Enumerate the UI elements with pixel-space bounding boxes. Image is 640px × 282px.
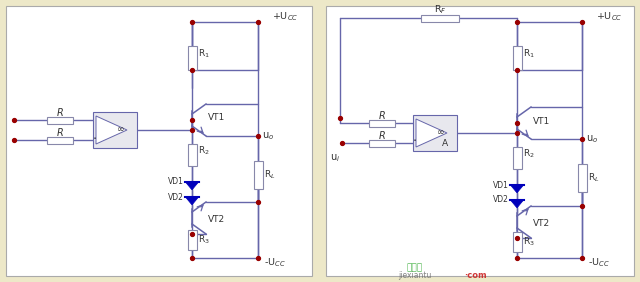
Bar xyxy=(47,116,73,124)
Text: R$_1$: R$_1$ xyxy=(198,48,210,60)
Text: R$_L$: R$_L$ xyxy=(264,169,275,181)
Text: R: R xyxy=(379,111,385,121)
Bar xyxy=(421,14,459,21)
Text: u$_i$: u$_i$ xyxy=(330,152,340,164)
Text: $\infty$: $\infty$ xyxy=(116,124,124,133)
Text: 接线图: 接线图 xyxy=(407,263,423,272)
Text: R$_3$: R$_3$ xyxy=(198,234,210,246)
Text: jiexiantu: jiexiantu xyxy=(398,272,432,281)
Text: $\infty$: $\infty$ xyxy=(436,127,444,136)
Polygon shape xyxy=(185,197,199,205)
Polygon shape xyxy=(510,184,524,193)
Text: -U$_{CC}$: -U$_{CC}$ xyxy=(588,257,610,269)
Text: VD2: VD2 xyxy=(168,193,184,202)
Text: ·com: ·com xyxy=(464,272,486,281)
Polygon shape xyxy=(416,119,447,147)
Text: R$_L$: R$_L$ xyxy=(588,172,600,184)
Bar xyxy=(326,6,634,276)
Bar xyxy=(6,6,312,276)
Bar xyxy=(577,164,586,192)
Text: VD1: VD1 xyxy=(168,177,184,186)
Text: R: R xyxy=(56,128,63,138)
Text: R: R xyxy=(56,108,63,118)
Text: +: + xyxy=(413,135,423,147)
Polygon shape xyxy=(185,182,199,190)
Bar xyxy=(513,46,522,70)
Text: R$_3$: R$_3$ xyxy=(523,236,535,248)
Bar xyxy=(513,147,522,169)
Bar xyxy=(188,46,196,70)
Polygon shape xyxy=(510,199,524,208)
Text: u$_o$: u$_o$ xyxy=(262,130,274,142)
Bar xyxy=(253,161,262,189)
Text: +U$_{CC}$: +U$_{CC}$ xyxy=(596,11,622,23)
Text: R: R xyxy=(379,131,385,141)
Bar xyxy=(413,115,457,151)
Bar xyxy=(93,112,137,148)
Text: -U$_{CC}$: -U$_{CC}$ xyxy=(264,257,285,269)
Text: VT1: VT1 xyxy=(533,116,550,125)
Text: VD1: VD1 xyxy=(493,180,509,190)
Text: u$_o$: u$_o$ xyxy=(586,133,598,145)
Text: +U$_{CC}$: +U$_{CC}$ xyxy=(272,11,298,23)
Text: VD2: VD2 xyxy=(493,195,509,204)
Text: R$_2$: R$_2$ xyxy=(523,148,535,160)
Text: -: - xyxy=(95,116,100,129)
Polygon shape xyxy=(96,116,127,144)
Text: R$_F$: R$_F$ xyxy=(434,4,446,16)
Text: R$_2$: R$_2$ xyxy=(198,145,210,157)
Text: +: + xyxy=(93,131,103,144)
Bar xyxy=(47,136,73,144)
Text: VT1: VT1 xyxy=(208,113,225,122)
Bar xyxy=(188,144,196,166)
Text: -: - xyxy=(415,118,420,131)
Text: R$_1$: R$_1$ xyxy=(523,48,535,60)
Bar xyxy=(369,140,395,147)
Text: VT2: VT2 xyxy=(533,219,550,228)
Text: A: A xyxy=(442,140,448,149)
Bar xyxy=(188,230,196,250)
Bar xyxy=(369,120,395,127)
Text: VT2: VT2 xyxy=(208,215,225,224)
Bar xyxy=(513,232,522,252)
